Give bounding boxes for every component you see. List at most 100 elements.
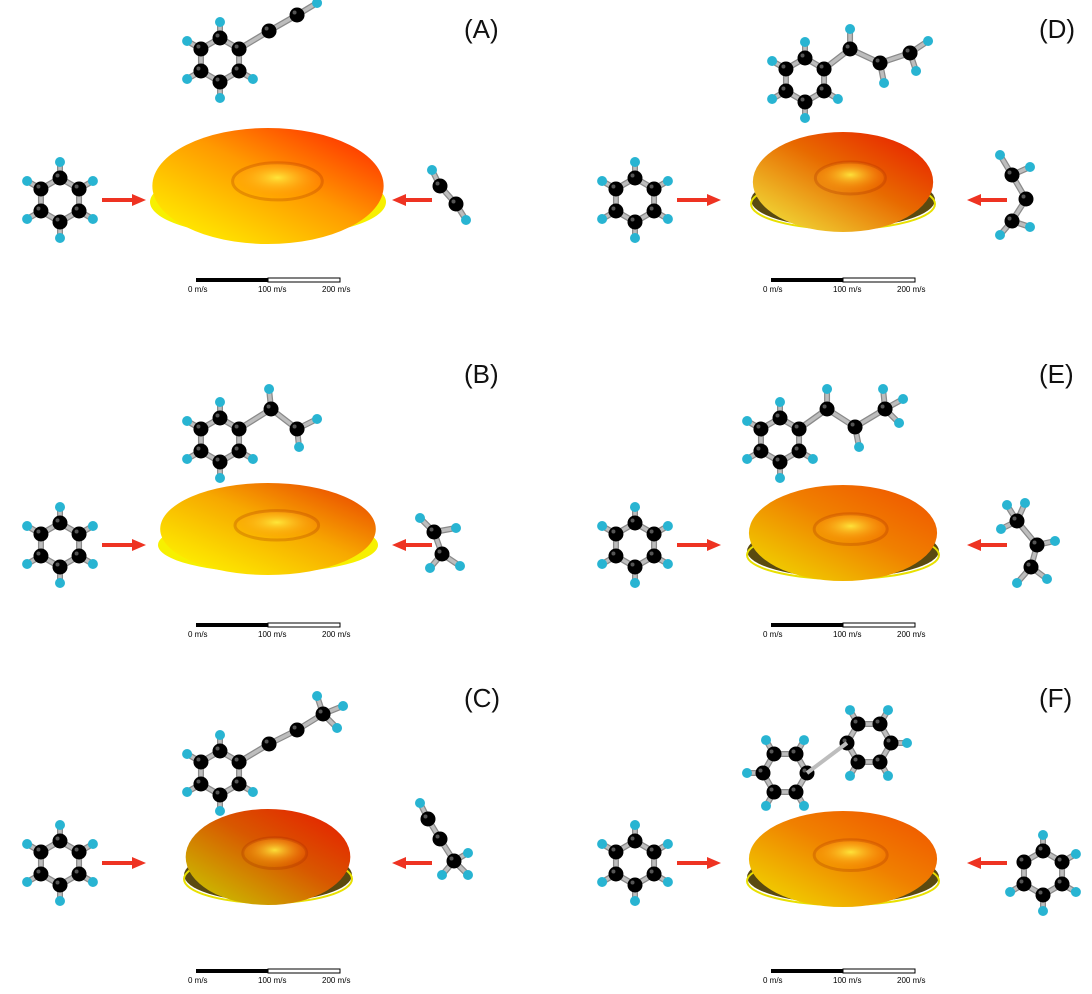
carbon-highlight — [756, 446, 761, 451]
hydrogen-atom — [1038, 906, 1048, 916]
hydrogen-atom — [22, 559, 33, 569]
carbon-highlight — [905, 48, 910, 53]
hydrogen-atom — [742, 416, 753, 426]
flux-crater-rim — [812, 838, 889, 873]
arrow-head — [392, 857, 406, 869]
flux-crater — [234, 510, 319, 541]
hydrogen-atom — [597, 521, 608, 531]
carbon-highlight — [196, 424, 201, 429]
hydrogen-atom — [630, 820, 640, 830]
carbon-highlight — [886, 738, 891, 743]
hydrogen-atom — [630, 502, 640, 512]
carbon-atom — [52, 559, 68, 575]
hydrogen-atom — [800, 113, 810, 123]
panel-f-figure: 0 m/s 100 m/s 200 m/s — [597, 705, 1081, 985]
scale-bar-empty — [267, 968, 341, 974]
carbon-highlight — [55, 880, 60, 885]
carbon-atom — [850, 716, 866, 732]
carbon-highlight — [264, 739, 269, 744]
carbon-atom — [608, 526, 624, 542]
carbon-highlight — [435, 181, 440, 186]
carbon-atom — [231, 754, 247, 770]
carbon-atom — [819, 401, 835, 417]
biphenyl-bond — [805, 741, 849, 775]
hydrogen-atom — [662, 521, 673, 531]
carbon-highlight — [196, 779, 201, 784]
carbon-highlight — [215, 77, 220, 82]
hydrogen-atom — [898, 394, 909, 404]
product-molecule — [182, 0, 323, 103]
hydrogen-atom — [461, 215, 471, 225]
carbon-atom — [627, 559, 643, 575]
carbon-atom — [778, 83, 794, 99]
carbon-highlight — [36, 529, 41, 534]
arrow-head — [132, 194, 146, 206]
carbon-atom — [1054, 876, 1070, 892]
carbon-highlight — [1057, 879, 1062, 884]
carbon-highlight — [74, 551, 79, 556]
carbon-highlight — [1007, 216, 1012, 221]
scale-tick-label: 0 m/s — [188, 630, 208, 639]
hydrogen-atom — [800, 37, 810, 47]
hydrogen-atom — [247, 787, 258, 797]
carbon-atom — [1023, 559, 1039, 575]
arrow-right — [392, 194, 432, 206]
flux-crater-rim — [231, 161, 324, 202]
carbon-atom — [52, 515, 68, 531]
arrow-right — [967, 539, 1007, 551]
carbon-highlight — [649, 184, 654, 189]
carbon-atom — [193, 63, 209, 79]
carbon-highlight — [880, 404, 885, 409]
scale-tick-label: 200 m/s — [897, 976, 925, 985]
carbon-atom — [646, 844, 662, 860]
flux-crater — [814, 839, 888, 871]
carbon-highlight — [318, 709, 323, 714]
carbon-highlight — [611, 184, 616, 189]
carbon-highlight — [234, 779, 239, 784]
carbon-atom — [608, 844, 624, 860]
carbon-highlight — [649, 869, 654, 874]
carbon-highlight — [1026, 562, 1031, 567]
carbon-atom — [212, 454, 228, 470]
hydrogen-atom — [1002, 500, 1012, 510]
hydrogen-atom — [87, 214, 98, 224]
carbon-atom — [772, 454, 788, 470]
carbon-atom — [434, 546, 450, 562]
carbon-highlight — [630, 518, 635, 523]
hydrogen-atom — [630, 157, 640, 167]
product-molecule — [742, 384, 909, 483]
hydrogen-atom — [662, 877, 673, 887]
hydrogen-atom — [761, 800, 771, 811]
hydrogen-atom — [883, 770, 893, 781]
panel-e-figure: 0 m/s 100 m/s 200 m/s — [597, 384, 1060, 639]
arrow-right — [392, 539, 432, 551]
carbon-atom — [1035, 887, 1051, 903]
carbon-highlight — [791, 749, 796, 754]
arrow-left — [677, 194, 721, 206]
carbon-atom — [608, 548, 624, 564]
carbon-highlight — [1038, 846, 1043, 851]
hydrogen-atom — [55, 578, 65, 588]
carbon-highlight — [794, 424, 799, 429]
carbon-atom — [261, 736, 277, 752]
carbon-highlight — [822, 404, 827, 409]
hydrogen-atom — [55, 820, 65, 830]
arrow-head — [707, 857, 721, 869]
carbon-atom — [791, 443, 807, 459]
carbon-atom — [627, 214, 643, 230]
hydrogen-atom — [451, 523, 461, 533]
carbon-highlight — [196, 44, 201, 49]
hydrogen-atom — [923, 36, 934, 46]
hydrogen-atom — [22, 839, 33, 849]
carbon-atom — [788, 784, 804, 800]
carbon-atom — [791, 421, 807, 437]
carbon-highlight — [758, 768, 763, 773]
benzene-molecule — [597, 157, 673, 243]
carbon-atom — [788, 746, 804, 762]
panel-c: 0 m/s 100 m/s 200 m/s (C) — [0, 663, 546, 994]
hydrogen-atom — [182, 36, 193, 46]
hydrogen-atom — [215, 93, 225, 103]
carbon-highlight — [630, 217, 635, 222]
panel-c-label: (C) — [464, 683, 501, 713]
scale-bar-empty — [267, 622, 341, 628]
